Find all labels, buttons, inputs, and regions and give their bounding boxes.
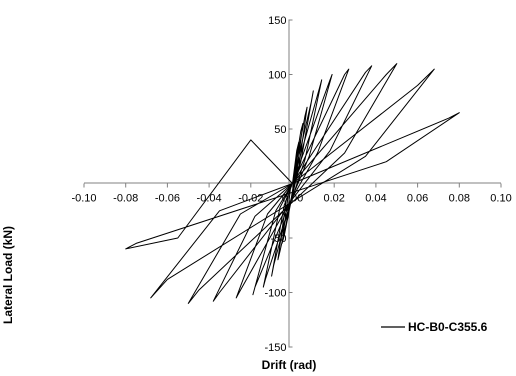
x-tick-label: 0.08 xyxy=(449,193,470,205)
series-line-0 xyxy=(125,63,460,304)
x-axis-title: Drift (rad) xyxy=(262,358,317,372)
legend-label: HC-B0-C355.6 xyxy=(408,320,488,334)
x-tick-label: -0.10 xyxy=(71,193,96,205)
y-tick-label: -150 xyxy=(264,342,286,354)
x-tick-labels: -0.10 -0.08 -0.06 -0.04 -0.02 0.00 0.02 0.04 0.0… xyxy=(71,193,511,205)
y-tick-marks xyxy=(288,19,293,348)
legend: HC-B0-C355.6 xyxy=(381,320,488,334)
x-tick-label: 0.06 xyxy=(407,193,428,205)
x-tick-marks xyxy=(83,183,502,188)
x-tick-label: 0.04 xyxy=(365,193,386,205)
x-tick-label: -0.06 xyxy=(155,193,180,205)
x-tick-label: -0.08 xyxy=(113,193,138,205)
x-tick-label: 0.02 xyxy=(323,193,344,205)
x-tick-label: 0.10 xyxy=(490,193,511,205)
y-tick-label: 100 xyxy=(268,70,286,82)
x-tick-label: -0.04 xyxy=(197,193,222,205)
y-axis-title: Lateral Load (kN) xyxy=(1,226,15,324)
series-layer xyxy=(125,63,460,304)
y-tick-label: 150 xyxy=(268,15,286,27)
y-tick-label: 50 xyxy=(274,124,286,136)
y-tick-label: -100 xyxy=(264,288,286,300)
